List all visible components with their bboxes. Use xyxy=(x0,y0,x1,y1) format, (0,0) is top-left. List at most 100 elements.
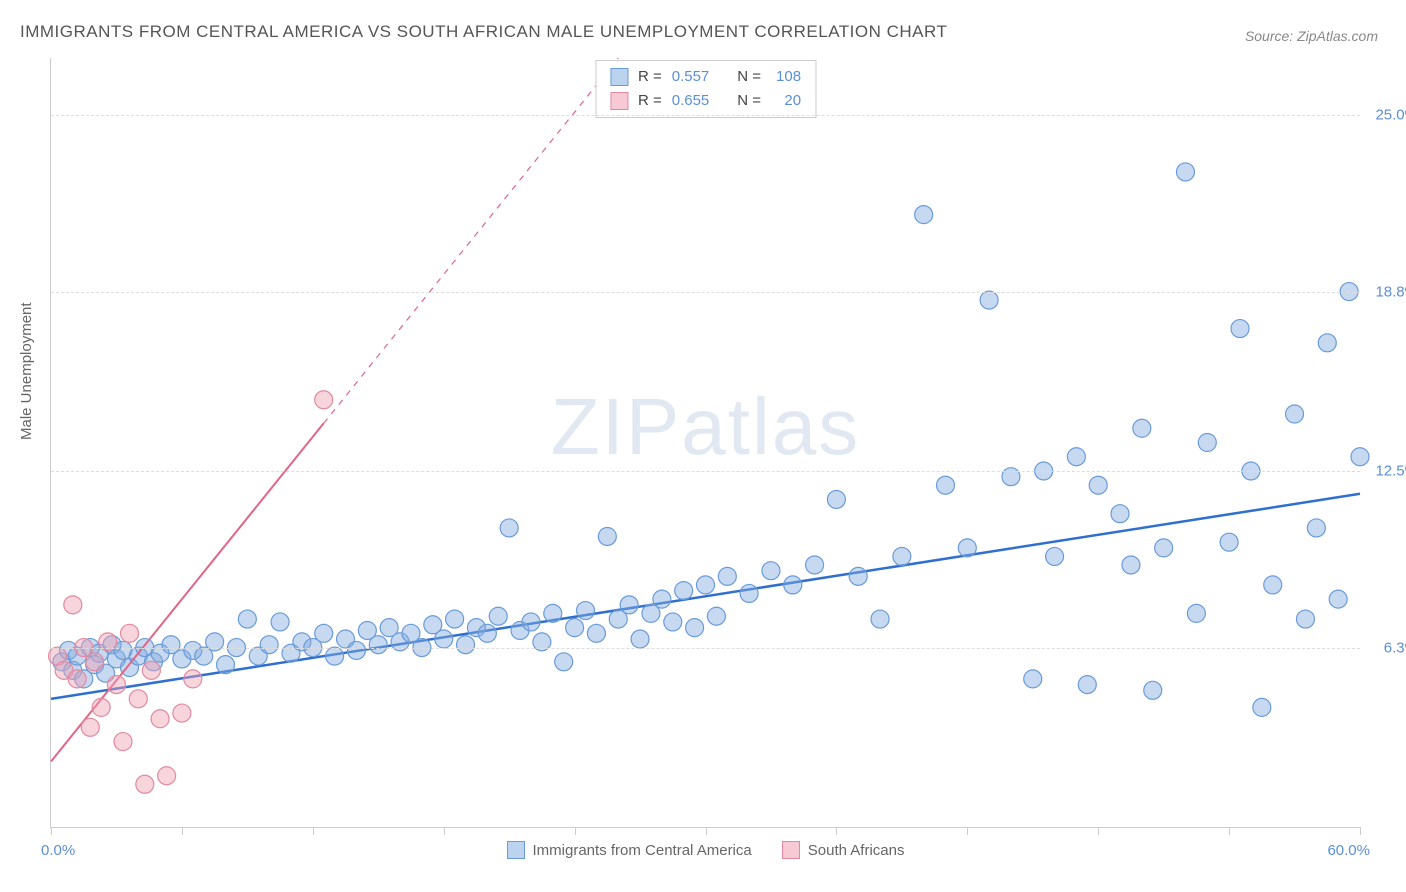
data-point xyxy=(489,607,507,625)
data-point xyxy=(958,539,976,557)
data-point xyxy=(1307,519,1325,537)
data-point xyxy=(121,624,139,642)
data-point xyxy=(1264,576,1282,594)
data-point xyxy=(915,206,933,224)
data-point xyxy=(1122,556,1140,574)
n-value: 20 xyxy=(771,89,801,113)
data-point xyxy=(522,613,540,631)
data-point xyxy=(347,641,365,659)
y-axis-label: Male Unemployment xyxy=(18,302,35,440)
series-legend-label: South Africans xyxy=(808,842,905,859)
data-point xyxy=(435,630,453,648)
x-tick xyxy=(575,827,576,835)
data-point xyxy=(92,698,110,716)
data-point xyxy=(620,596,638,614)
x-tick xyxy=(313,827,314,835)
source-attribution: Source: ZipAtlas.com xyxy=(1245,28,1378,44)
y-tick-label: 25.0% xyxy=(1375,106,1406,123)
data-point xyxy=(806,556,824,574)
data-point xyxy=(544,604,562,622)
data-point xyxy=(1253,698,1271,716)
correlation-legend-row: R = 0.655 N = 20 xyxy=(610,89,801,113)
data-point xyxy=(1286,405,1304,423)
data-point xyxy=(598,527,616,545)
data-point xyxy=(158,767,176,785)
data-point xyxy=(1318,334,1336,352)
data-point xyxy=(81,718,99,736)
trend-line xyxy=(51,494,1360,699)
data-point xyxy=(129,690,147,708)
data-point xyxy=(1133,419,1151,437)
data-point xyxy=(136,775,154,793)
data-point xyxy=(664,613,682,631)
x-tick xyxy=(51,827,52,835)
gridline-h xyxy=(51,292,1360,293)
chart-svg xyxy=(51,58,1360,827)
data-point xyxy=(1089,476,1107,494)
x-tick xyxy=(836,827,837,835)
y-tick-label: 12.5% xyxy=(1375,462,1406,479)
x-max-label: 60.0% xyxy=(1327,842,1370,859)
data-point xyxy=(1078,676,1096,694)
data-point xyxy=(1296,610,1314,628)
data-point xyxy=(478,624,496,642)
legend-swatch xyxy=(507,841,525,859)
data-point xyxy=(1198,434,1216,452)
r-label: R = xyxy=(638,89,662,113)
series-legend-item: Immigrants from Central America xyxy=(507,841,752,859)
data-point xyxy=(653,590,671,608)
data-point xyxy=(675,582,693,600)
y-tick-label: 18.8% xyxy=(1375,283,1406,300)
legend-swatch xyxy=(782,841,800,859)
x-tick xyxy=(444,827,445,835)
data-point xyxy=(315,391,333,409)
data-point xyxy=(980,291,998,309)
data-point xyxy=(631,630,649,648)
data-point xyxy=(1155,539,1173,557)
r-value: 0.655 xyxy=(672,89,710,113)
data-point xyxy=(827,490,845,508)
data-point xyxy=(86,653,104,671)
y-tick-label: 6.3% xyxy=(1384,639,1406,656)
correlation-legend: R =0.557N =108R =0.655N =20 xyxy=(595,60,816,118)
data-point xyxy=(315,624,333,642)
data-point xyxy=(1046,547,1064,565)
data-point xyxy=(457,636,475,654)
data-point xyxy=(369,636,387,654)
correlation-legend-row: R =0.557N =108 xyxy=(610,65,801,89)
data-point xyxy=(707,607,725,625)
r-label: R = xyxy=(638,65,662,89)
data-point xyxy=(217,656,235,674)
n-label: N = xyxy=(737,89,761,113)
data-point xyxy=(500,519,518,537)
data-point xyxy=(740,584,758,602)
x-tick xyxy=(967,827,968,835)
data-point xyxy=(697,576,715,594)
legend-swatch xyxy=(610,68,628,86)
data-point xyxy=(1111,505,1129,523)
n-label: N = xyxy=(737,65,761,89)
data-point xyxy=(173,704,191,722)
gridline-h xyxy=(51,471,1360,472)
chart-title: IMMIGRANTS FROM CENTRAL AMERICA VS SOUTH… xyxy=(20,22,947,42)
data-point xyxy=(1231,320,1249,338)
series-legend: Immigrants from Central America South Afr… xyxy=(507,841,905,859)
data-point xyxy=(1067,448,1085,466)
x-min-label: 0.0% xyxy=(41,842,75,859)
x-tick xyxy=(706,827,707,835)
series-legend-label: Immigrants from Central America xyxy=(533,842,752,859)
x-tick xyxy=(1229,827,1230,835)
data-point xyxy=(68,670,86,688)
data-point xyxy=(64,596,82,614)
x-tick xyxy=(1098,827,1099,835)
data-point xyxy=(260,636,278,654)
series-legend-item: South Africans xyxy=(782,841,905,859)
data-point xyxy=(151,710,169,728)
x-tick xyxy=(1360,827,1361,835)
n-value: 108 xyxy=(771,65,801,89)
data-point xyxy=(762,562,780,580)
data-point xyxy=(446,610,464,628)
data-point xyxy=(114,733,132,751)
data-point xyxy=(184,670,202,688)
data-point xyxy=(1329,590,1347,608)
